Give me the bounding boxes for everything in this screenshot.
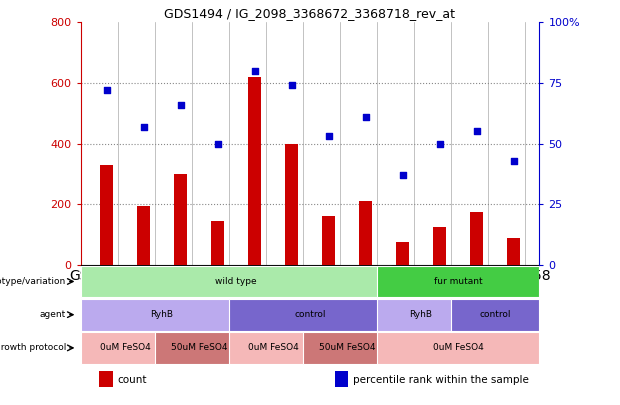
Bar <box>303 332 391 364</box>
Point <box>138 124 148 130</box>
Text: fur mutant: fur mutant <box>433 277 482 286</box>
Bar <box>322 216 335 265</box>
Point <box>324 133 334 140</box>
Bar <box>507 238 520 265</box>
Bar <box>285 144 298 265</box>
Text: genotype/variation: genotype/variation <box>0 277 66 286</box>
Text: count: count <box>118 375 148 385</box>
Text: growth protocol: growth protocol <box>0 343 66 352</box>
Text: agent: agent <box>40 310 66 319</box>
Text: 0uM FeSO4: 0uM FeSO4 <box>247 343 298 352</box>
Bar <box>81 266 391 297</box>
Point <box>508 157 518 164</box>
Point <box>249 68 259 74</box>
Bar <box>396 242 409 265</box>
Bar <box>174 174 187 265</box>
Text: control: control <box>479 310 511 319</box>
Bar <box>248 77 261 265</box>
Text: wild type: wild type <box>215 277 257 286</box>
Bar <box>335 371 348 387</box>
Text: 50uM FeSO4: 50uM FeSO4 <box>319 343 375 352</box>
Point <box>472 128 482 135</box>
Text: 0uM FeSO4: 0uM FeSO4 <box>433 343 484 352</box>
Point <box>213 141 223 147</box>
Bar <box>229 299 391 330</box>
Point <box>361 114 371 120</box>
Bar <box>376 332 539 364</box>
Bar <box>81 332 169 364</box>
Text: 0uM FeSO4: 0uM FeSO4 <box>100 343 151 352</box>
Bar <box>376 299 466 330</box>
Point <box>175 102 185 108</box>
Point <box>397 172 407 178</box>
Bar <box>137 206 150 265</box>
Bar <box>470 212 483 265</box>
Bar <box>99 371 113 387</box>
Bar <box>81 299 244 330</box>
Bar <box>376 266 539 297</box>
Point <box>435 141 445 147</box>
Bar <box>451 299 539 330</box>
Bar <box>100 165 113 265</box>
Title: GDS1494 / IG_2098_3368672_3368718_rev_at: GDS1494 / IG_2098_3368672_3368718_rev_at <box>164 7 456 20</box>
Text: RyhB: RyhB <box>151 310 174 319</box>
Bar <box>154 332 244 364</box>
Bar <box>229 332 317 364</box>
Text: control: control <box>294 310 326 319</box>
Point <box>286 82 296 89</box>
Bar <box>359 201 372 265</box>
Point <box>102 87 112 94</box>
Bar <box>433 227 446 265</box>
Bar <box>211 221 224 265</box>
Text: 50uM FeSO4: 50uM FeSO4 <box>170 343 228 352</box>
Text: percentile rank within the sample: percentile rank within the sample <box>353 375 529 385</box>
Text: RyhB: RyhB <box>409 310 433 319</box>
